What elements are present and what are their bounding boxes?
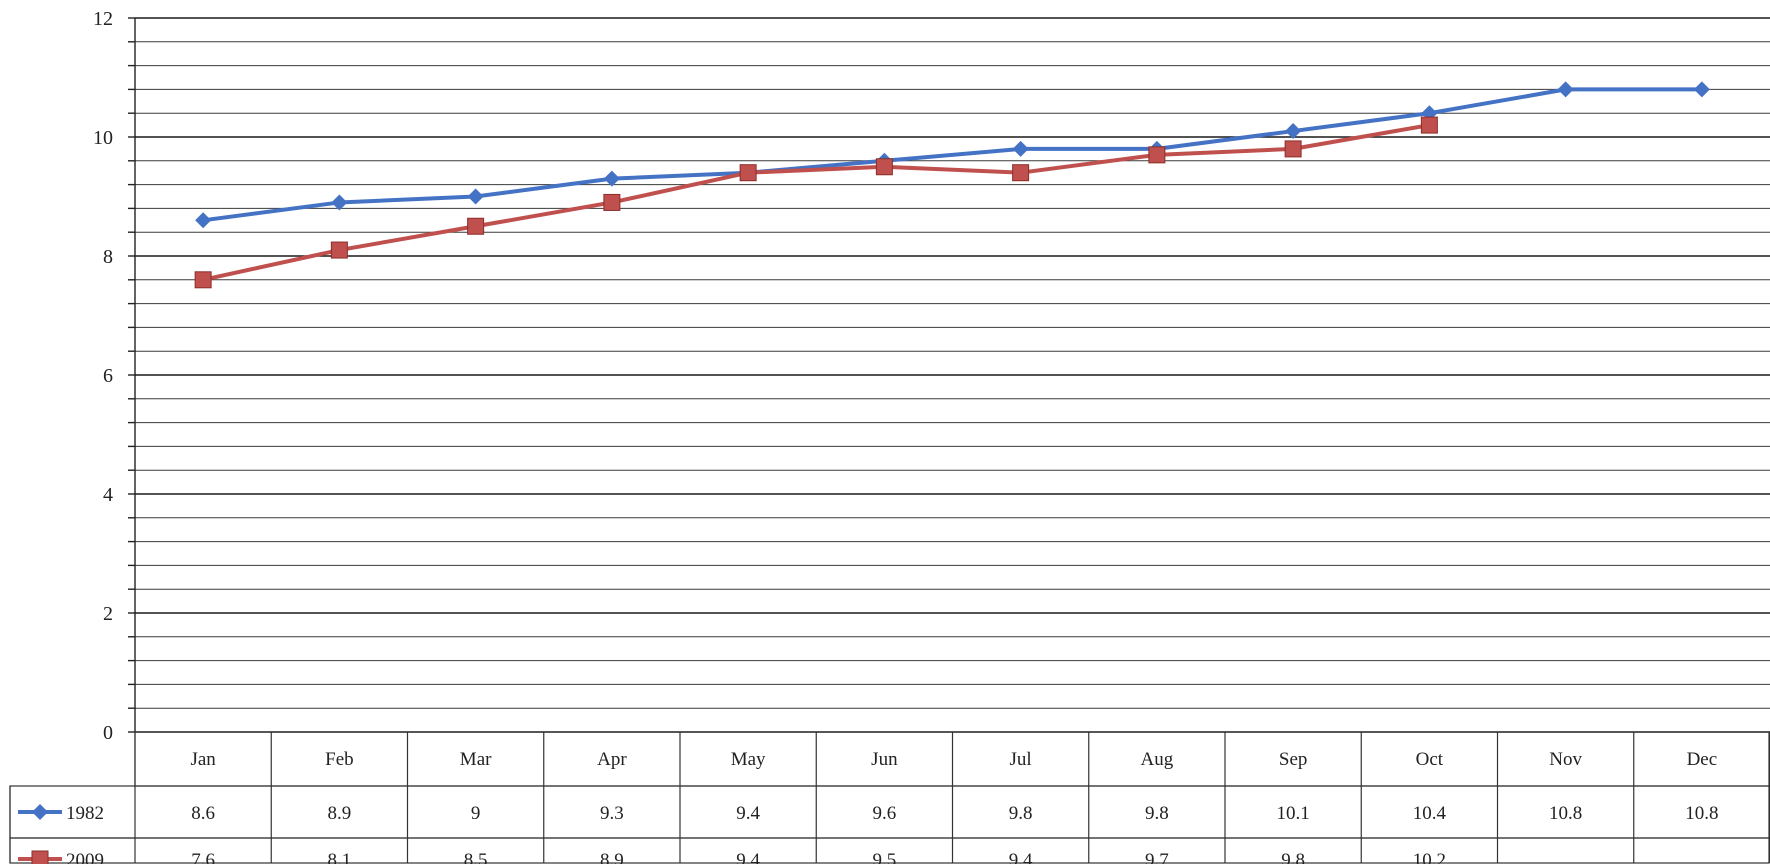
legend-key-2009: 2009 [18, 850, 104, 864]
data-label-1982: 8.6 [191, 803, 215, 824]
x-tick-label: Feb [325, 749, 354, 770]
data-label-2009: 9.4 [736, 850, 760, 864]
data-label-1982: 8.9 [328, 803, 352, 824]
point-1982-Dec [1693, 81, 1710, 98]
x-tick-label: Apr [597, 749, 627, 770]
point-2009-Apr [603, 193, 621, 211]
data-label-1982: 9 [471, 803, 481, 824]
point-1982-Jul [1012, 140, 1029, 157]
x-tick-label: Nov [1549, 749, 1582, 770]
x-tick-label: Sep [1279, 749, 1308, 770]
data-label-2009: 8.5 [464, 850, 488, 864]
data-label-1982: 9.3 [600, 803, 624, 824]
legend-square-marker [31, 850, 49, 864]
y-tick-label: 2 [103, 603, 113, 625]
data-label-2009: 9.8 [1281, 850, 1305, 864]
y-tick-label: 8 [103, 246, 113, 268]
y-tick-label: 12 [93, 8, 113, 30]
point-2009-Jun [875, 158, 893, 176]
point-2009-Aug [1148, 146, 1166, 164]
x-tick-label: Jun [871, 749, 898, 770]
x-tick-label: Aug [1141, 749, 1174, 770]
y-tick-label: 0 [103, 722, 113, 744]
data-label-1982: 9.8 [1145, 803, 1169, 824]
x-tick-label: May [731, 749, 766, 770]
x-tick-label: Jul [1010, 749, 1032, 770]
data-label-1982: 9.8 [1009, 803, 1033, 824]
series-layer [194, 81, 1710, 289]
data-label-1982: 9.4 [736, 803, 760, 824]
x-tick-label: Mar [460, 749, 492, 770]
legend-label-2009: 2009 [66, 850, 104, 864]
y-tick-label: 4 [103, 484, 113, 506]
y-tick-label: 10 [93, 127, 113, 149]
point-1982-Feb [331, 194, 348, 211]
x-tick-label: Oct [1416, 749, 1444, 770]
legend-label-1982: 1982 [66, 803, 104, 824]
point-2009-Jan [194, 271, 212, 289]
gridlines [128, 17, 1770, 733]
legend-diamond-marker [32, 804, 48, 820]
point-2009-Feb [330, 241, 348, 259]
series-line-2009 [202, 123, 1430, 282]
data-label-2009: 9.4 [1009, 850, 1033, 864]
data-label-1982: 10.8 [1549, 803, 1582, 824]
point-1982-Apr [603, 170, 620, 187]
data-label-2009: 10.2 [1413, 850, 1446, 864]
y-axis-ticks: 0 2 4 6 8 10 12 [93, 8, 113, 744]
data-label-2009: 9.5 [873, 850, 897, 864]
data-label-2009: 8.1 [328, 850, 352, 864]
point-2009-Oct [1420, 116, 1438, 134]
point-2009-Jul [1012, 164, 1030, 182]
data-label-2009: 7.6 [191, 850, 215, 864]
point-1982-Mar [467, 188, 484, 205]
point-1982-Jan [195, 212, 212, 229]
data-label-1982: 9.6 [873, 803, 897, 824]
data-label-2009: 8.9 [600, 850, 624, 864]
legend-key-1982: 1982 [18, 803, 104, 824]
data-table: Jan Feb Mar Apr May Jun Jul Aug Sep Oct Nov Dec 1982… [9, 731, 1770, 864]
point-2009-May [739, 164, 757, 182]
y-tick-label: 6 [103, 365, 113, 387]
point-1982-Sep [1285, 123, 1302, 140]
point-1982-Nov [1557, 81, 1574, 98]
series-line-1982 [202, 87, 1702, 223]
x-tick-label: Dec [1687, 749, 1718, 770]
data-label-2009: 9.7 [1145, 850, 1169, 864]
x-tick-label: Jan [190, 749, 216, 770]
data-label-1982: 10.1 [1277, 803, 1310, 824]
point-2009-Mar [467, 217, 485, 235]
data-label-1982: 10.4 [1413, 803, 1447, 824]
data-label-1982: 10.8 [1685, 803, 1718, 824]
point-2009-Sep [1284, 140, 1302, 158]
